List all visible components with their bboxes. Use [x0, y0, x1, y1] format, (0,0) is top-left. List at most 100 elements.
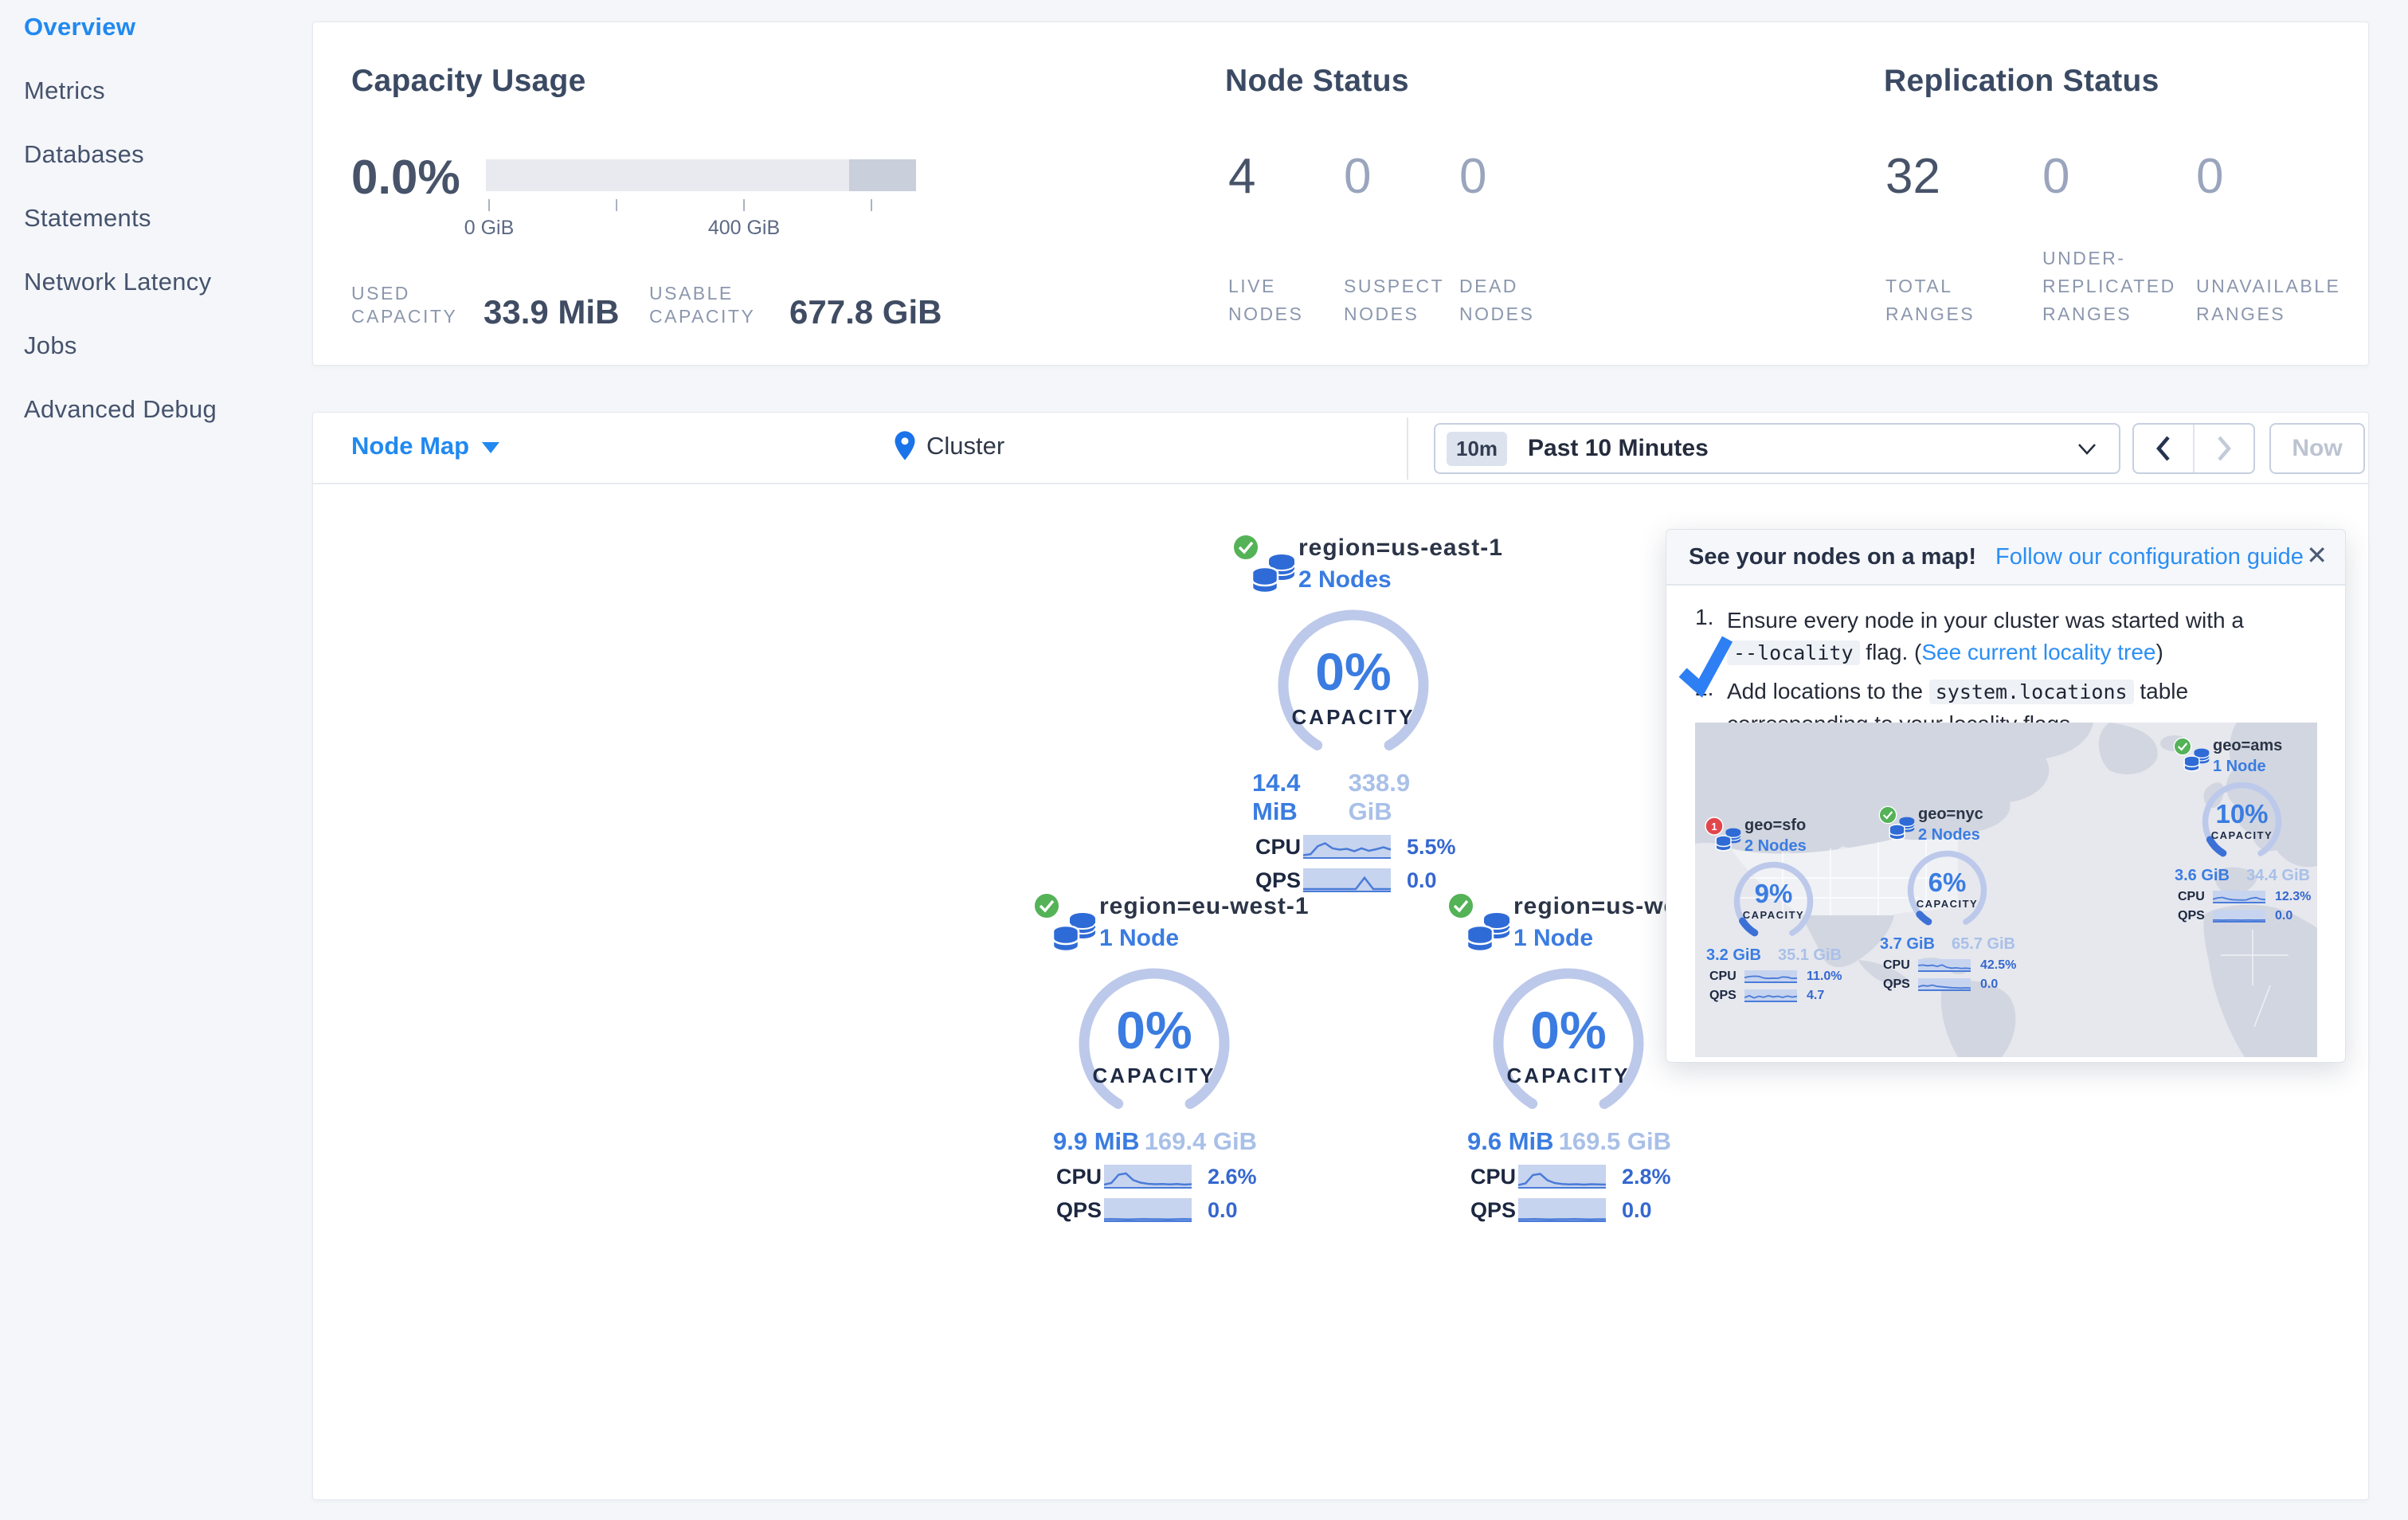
total-capacity: 34.4 GiB: [2246, 867, 2310, 884]
total-capacity: 169.5 GiB: [1558, 1127, 1671, 1155]
qps-sparkline: [1303, 868, 1391, 892]
dead-nodes-label: DEAD NODES: [1459, 276, 1535, 324]
node-region-group-eu-west-1[interactable]: region=eu-west-1 1 Node 0% CAPACITY 9.9 …: [1032, 891, 1309, 1223]
database-stack-icon: [1466, 913, 1510, 953]
chevron-left-icon: [2156, 436, 2170, 461]
map-node-count-link[interactable]: 2 Nodes: [1744, 837, 1807, 855]
sidebar-item-network-latency[interactable]: Network Latency: [24, 268, 212, 296]
region-header: region=us-west-1 1 Node: [1447, 891, 1723, 962]
capacity-gauge: 0% CAPACITY: [1491, 966, 1646, 1121]
node-region-group-us-east-1[interactable]: region=us-east-1 2 Nodes 0% CAPACITY 14.…: [1231, 533, 1502, 893]
capacity-arc: [1907, 850, 1987, 930]
used-capacity: 3.6 GiB: [2175, 867, 2230, 884]
chevron-down-icon: [2078, 444, 2096, 455]
qps-value: 0.0: [1980, 977, 1999, 991]
next-time-window-button[interactable]: [2195, 425, 2253, 472]
close-icon[interactable]: ✕: [2306, 541, 2328, 570]
capacity-label: CAPACITY: [1916, 898, 1979, 910]
cpu-value: 11.0%: [1807, 969, 1842, 983]
view-mode-dropdown[interactable]: Node Map: [351, 432, 500, 460]
qps-sparkline: [1918, 977, 1971, 991]
under-replicated-ranges-count: 0: [2042, 149, 2070, 204]
breadcrumb[interactable]: Cluster: [893, 430, 1004, 462]
world-map: [1695, 723, 2317, 1057]
capacity-percent: 0%: [1315, 642, 1392, 701]
step-text-fragment: ): [2155, 640, 2163, 664]
map-node-geo-nyc[interactable]: geo=nyc 2 Nodes 6% CAPACITY 3.7 GiB: [1878, 805, 2020, 992]
sidebar-item-metrics[interactable]: Metrics: [24, 76, 105, 104]
step-number: 1.: [1695, 605, 1714, 629]
map-node-name: geo=nyc: [1918, 805, 1983, 823]
used-capacity: 3.2 GiB: [1706, 946, 1761, 964]
status-healthy-icon: [1033, 892, 1060, 919]
locality-tree-link[interactable]: See current locality tree: [1921, 640, 2156, 664]
total-capacity: 338.9 GiB: [1348, 769, 1411, 825]
capacity-usage-bar: [486, 159, 916, 191]
system-locations-code: system.locations: [1928, 680, 2134, 704]
capacity-percent: 6%: [1928, 868, 1967, 897]
live-nodes-count: 4: [1228, 149, 1256, 204]
capacity-label: CAPACITY: [1092, 1064, 1216, 1087]
under-replicated-ranges-label: UNDER-REPLICATED RANGES: [2042, 248, 2176, 324]
capacity-arc: [2202, 782, 2282, 862]
axis-tick: [488, 199, 490, 211]
usable-capacity-label: USABLE CAPACITY: [649, 283, 756, 327]
time-range-dropdown[interactable]: 10m Past 10 Minutes: [1434, 423, 2120, 474]
cpu-label: CPU: [1883, 958, 1910, 972]
total-capacity: 65.7 GiB: [1951, 935, 2015, 953]
sidebar-item-jobs[interactable]: Jobs: [24, 331, 77, 359]
qps-label: QPS: [1883, 977, 1910, 991]
sidebar-item-databases[interactable]: Databases: [24, 140, 144, 168]
configuration-guide-link[interactable]: Follow our configuration guide: [1995, 543, 2304, 570]
map-node-header: geo=ams 1 Node: [2173, 737, 2315, 777]
qps-value: 4.7: [1807, 988, 1825, 1002]
now-button[interactable]: Now: [2269, 423, 2365, 474]
toolbar-divider: [1407, 417, 1408, 480]
qps-value: 0.0: [1622, 1197, 1652, 1222]
unavailable-ranges-count: 0: [2196, 149, 2224, 204]
popup-body: 1. Ensure every node in your cluster was…: [1666, 586, 2345, 740]
node-region-group-us-west-1[interactable]: region=us-west-1 1 Node 0% CAPACITY 9.6 …: [1447, 891, 1723, 1223]
capacity-arc: [1493, 968, 1644, 1119]
map-node-name: geo=sfo: [1744, 817, 1807, 834]
region-nodes-link[interactable]: 1 Node: [1513, 925, 1594, 951]
location-pin-icon: [895, 431, 915, 460]
map-node-geo-sfo[interactable]: 1 geo=sfo 2 Nodes: [1705, 817, 1846, 1003]
sidebar-item-overview[interactable]: Overview: [24, 13, 136, 41]
node-map-toolbar: Node Map Cluster 10m Past 10 Minutes: [313, 413, 2368, 484]
region-nodes-link[interactable]: 1 Node: [1099, 925, 1180, 951]
map-node-geo-ams[interactable]: geo=ams 1 Node 10% CAPACITY 3.6 GiB: [2173, 737, 2315, 923]
capacity-bar-nonusable-segment: [849, 159, 916, 191]
sidebar-item-advanced-debug[interactable]: Advanced Debug: [24, 395, 217, 423]
suspect-nodes-count: 0: [1344, 149, 1372, 204]
axis-tick: [616, 199, 617, 211]
node-map-card: Node Map Cluster 10m Past 10 Minutes: [312, 412, 2369, 1500]
capacity-usage-percent: 0.0%: [351, 151, 460, 204]
status-healthy-icon: [2173, 737, 2192, 756]
map-node-count-link[interactable]: 1 Node: [2213, 758, 2266, 775]
map-node-count-link[interactable]: 2 Nodes: [1918, 826, 1980, 844]
axis-tick: [743, 199, 745, 211]
used-capacity-value: 33.9 MiB: [484, 293, 620, 331]
region-nodes-link[interactable]: 2 Nodes: [1298, 566, 1392, 593]
capacity-label: CAPACITY: [1291, 705, 1415, 729]
capacity-percent: 9%: [1754, 879, 1793, 908]
breadcrumb-cluster-label: Cluster: [926, 432, 1005, 460]
step-text: Ensure every node in your cluster was st…: [1727, 605, 2316, 669]
step-text-fragment: Add locations to the: [1727, 679, 1929, 703]
sidebar-item-statements[interactable]: Statements: [24, 204, 151, 232]
capacity-percent: 0%: [1116, 1001, 1192, 1060]
total-ranges-count: 32: [1885, 149, 1940, 204]
suspect-nodes-label: SUSPECT NODES: [1344, 276, 1444, 324]
database-stack-icon: [2183, 748, 2210, 772]
qps-label: QPS: [1255, 868, 1302, 892]
previous-time-window-button[interactable]: [2134, 425, 2195, 472]
cpu-sparkline: [2213, 890, 2265, 903]
region-header: region=us-east-1 2 Nodes: [1231, 533, 1502, 603]
map-node-header: 1 geo=sfo 2 Nodes: [1705, 817, 1846, 856]
chevron-right-icon: [2218, 436, 2231, 461]
cpu-sparkline: [1518, 1165, 1606, 1189]
map-node-header: geo=nyc 2 Nodes: [1878, 805, 2020, 845]
axis-tick-label: 0 GiB: [464, 217, 515, 239]
